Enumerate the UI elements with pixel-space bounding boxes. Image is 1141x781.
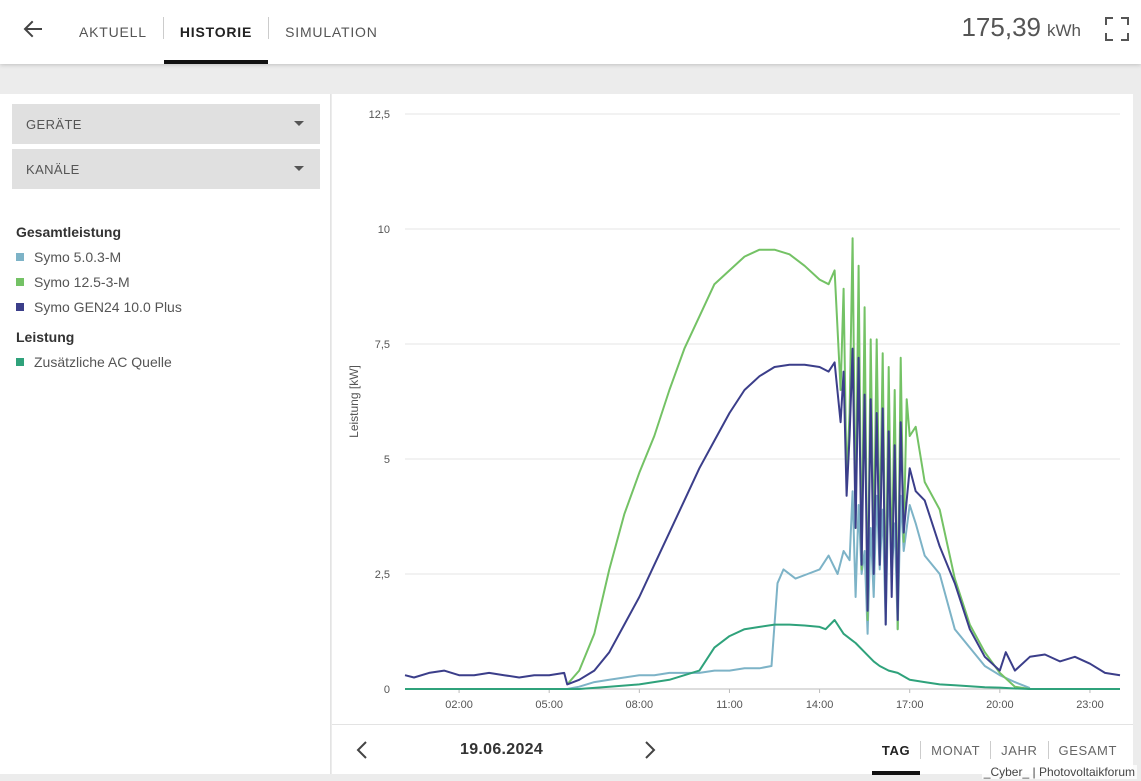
legend-item-symo-5[interactable]: Symo 5.0.3-M <box>16 244 316 269</box>
fullscreen-icon <box>1105 17 1129 41</box>
period-tabs: TAG MONAT JAHR GESAMT <box>871 725 1127 775</box>
legend-item-symo-gen24[interactable]: Symo GEN24 10.0 Plus <box>16 294 316 319</box>
legend-group-title: Gesamtleistung <box>16 224 122 240</box>
caret-down-icon <box>294 166 304 171</box>
legend-swatch <box>16 277 24 286</box>
previous-day-button[interactable] <box>347 735 377 765</box>
y-axis-label: Leistung [kW] <box>347 365 361 438</box>
y-tick-label: 5 <box>384 454 390 466</box>
period-total[interactable]: GESAMT <box>1058 742 1117 758</box>
chevron-left-icon <box>356 741 367 759</box>
x-tick-label: 17:00 <box>896 699 924 711</box>
legend-swatch <box>16 252 24 261</box>
legend-group-title: Leistung <box>16 329 75 345</box>
series-line-2 <box>566 237 1031 690</box>
tab-divider <box>162 17 164 39</box>
y-tick-label: 12,5 <box>369 109 390 121</box>
chart-legend: Gesamtleistung Symo 5.0.3-M Symo 12.5-3-… <box>16 224 316 374</box>
legend-swatch <box>16 302 24 311</box>
channels-dropdown[interactable]: KANÄLE <box>12 149 320 189</box>
chart-panel: 0 2,5 5 7,5 10 12,5 02:00 05:00 08:00 11:00 14:00 1… <box>332 94 1133 724</box>
period-year[interactable]: JAHR <box>1001 742 1038 758</box>
x-tick-label: 14:00 <box>806 699 834 711</box>
chevron-right-icon <box>645 741 656 759</box>
watermark: _Cyber_ | Photovoltaikforum <box>981 765 1137 779</box>
next-day-button[interactable] <box>635 735 665 765</box>
fullscreen-button[interactable] <box>1104 16 1130 42</box>
total-energy-unit: kWh <box>1047 21 1081 40</box>
period-divider <box>990 741 992 759</box>
period-month[interactable]: MONAT <box>931 742 981 758</box>
channels-dropdown-label: KANÄLE <box>26 161 80 177</box>
selected-date[interactable]: 19.06.2024 <box>460 741 544 758</box>
period-divider <box>1047 741 1049 759</box>
period-divider <box>920 741 922 759</box>
back-button[interactable] <box>16 12 50 46</box>
legend-item-label: Symo 12.5-3-M <box>34 273 130 290</box>
arrow-left-icon <box>23 20 42 38</box>
legend-swatch <box>16 357 24 366</box>
power-chart: 0 2,5 5 7,5 10 12,5 02:00 05:00 08:00 11:00 14:00 1… <box>347 109 1121 711</box>
y-tick-label: 0 <box>384 684 390 696</box>
caret-down-icon <box>294 121 304 126</box>
x-tick-label: 08:00 <box>626 699 654 711</box>
x-tick-label: 02:00 <box>445 699 473 711</box>
legend-item-symo-12-5[interactable]: Symo 12.5-3-M <box>16 269 316 294</box>
devices-dropdown-label: GERÄTE <box>26 116 82 132</box>
y-tick-label: 2,5 <box>375 569 390 581</box>
x-tick-label: 05:00 <box>535 699 563 711</box>
y-tick-label: 7,5 <box>375 339 390 351</box>
y-tick-label: 10 <box>378 224 390 236</box>
total-energy-value: 175,39 <box>961 12 1041 42</box>
app-header: AKTUELL HISTORIE SIMULATION 175,39 kWh <box>0 0 1141 64</box>
legend-item-label: Symo 5.0.3-M <box>34 248 122 265</box>
tab-historie[interactable]: HISTORIE <box>163 0 269 64</box>
series-line-4 <box>405 619 1120 690</box>
series-line-3 <box>404 347 1121 686</box>
total-energy: 175,39 kWh <box>961 12 1081 43</box>
legend-item-label: Zusätzliche AC Quelle <box>34 353 172 370</box>
tab-simulation[interactable]: SIMULATION <box>285 24 378 40</box>
period-day[interactable]: TAG <box>871 725 921 775</box>
filter-panel: GERÄTE KANÄLE Gesamtleistung Symo 5.0.3-… <box>0 94 331 774</box>
tab-divider <box>268 17 270 39</box>
legend-item-label: Symo GEN24 10.0 Plus <box>34 298 182 315</box>
x-tick-label: 20:00 <box>986 699 1014 711</box>
legend-item-ac-source[interactable]: Zusätzliche AC Quelle <box>16 349 316 374</box>
series-line-1 <box>567 476 1031 690</box>
tab-aktuell[interactable]: AKTUELL <box>79 24 147 40</box>
x-tick-label: 23:00 <box>1076 699 1104 711</box>
x-tick-label: 11:00 <box>716 699 743 711</box>
main-tabs: AKTUELL HISTORIE SIMULATION <box>63 0 394 64</box>
devices-dropdown[interactable]: GERÄTE <box>12 104 320 144</box>
